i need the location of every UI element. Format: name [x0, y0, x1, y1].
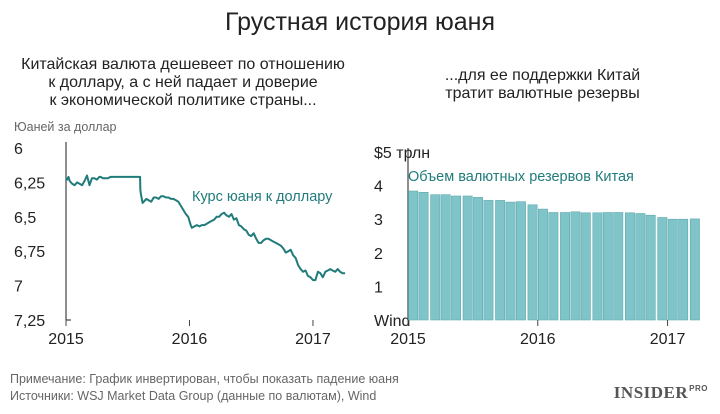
left-y-tick-label: 6,5 — [14, 210, 36, 227]
footnote-sources: Источники: WSJ Market Data Group (данные… — [10, 389, 377, 403]
reserves-bar — [462, 195, 473, 321]
reserves-bar — [430, 194, 441, 321]
reserves-bar — [624, 212, 635, 321]
reserves-bar — [602, 212, 613, 321]
reserves-bar — [667, 218, 678, 321]
left-y-tick-label: 7 — [14, 279, 23, 296]
reserves-bar — [538, 208, 548, 321]
reserves-bar — [657, 217, 668, 321]
page-title: Грустная история юаня — [224, 8, 495, 36]
reserves-bar — [473, 197, 484, 321]
reserves-series-label: Объем валютных резервов Китая — [408, 169, 634, 185]
right-y-tick-label: 4 — [374, 179, 383, 196]
reserves-bar — [505, 201, 516, 321]
left-x-tick-label: 2017 — [295, 331, 331, 348]
right-x-tick-label: 2015 — [390, 331, 426, 348]
reserves-bar — [592, 212, 603, 321]
reserves-bar — [570, 211, 581, 321]
reserves-bar — [495, 200, 506, 321]
left-y-tick-label: 6 — [14, 141, 23, 158]
reserves-bar — [483, 200, 494, 321]
reserves-bar — [560, 212, 570, 321]
right-subtitle-line: тратит валютные резервы — [445, 85, 640, 102]
right-x-tick-label: 2016 — [520, 331, 556, 348]
reserves-bar — [451, 195, 462, 321]
footnote-note: Примечание: График инвертирован, чтобы п… — [10, 372, 399, 386]
right-chart-subtitle: ...для ее поддержки Китай тратит валютны… — [370, 67, 715, 103]
right-y-tick-label: $5 трлн — [374, 145, 430, 162]
reserves-bar — [635, 213, 646, 321]
right-y-tick-label: 1 — [374, 279, 383, 296]
reserves-bar — [689, 218, 700, 321]
reserves-bar — [548, 212, 559, 321]
right-y-tick-label: 3 — [374, 212, 383, 229]
reserves-bar — [408, 190, 419, 321]
reserves-bar — [527, 204, 538, 321]
right-subtitle-line: ...для ее поддержки Китай — [444, 67, 641, 84]
reserves-bar — [678, 218, 689, 321]
reserves-bar — [580, 212, 591, 321]
left-subtitle-line: Китайская валюта дешевеет по отношению — [21, 56, 345, 73]
reserves-bar — [613, 212, 624, 321]
left-y-tick-label: 6,75 — [14, 244, 45, 261]
right-y-tick-label: 2 — [374, 246, 383, 263]
left-y-axis-title: Юаней за доллар — [14, 120, 117, 134]
insider-pro-logo: INSIDERPRO — [614, 383, 708, 403]
reserves-bar — [418, 191, 429, 321]
left-subtitle-line: к доллару, а с ней падает и доверие — [48, 74, 318, 91]
right-y-tick-label: Wind — [374, 313, 410, 330]
reserves-bar-chart: Wind 1 2 3 4 $5 трлн 2015 2016 2017 Объем валютны… — [374, 145, 700, 348]
left-y-tick-label: 6,25 — [14, 175, 45, 192]
logo-superscript: PRO — [689, 384, 708, 394]
exchange-rate-series-label: Курс юаня к доллару — [192, 189, 333, 205]
left-x-tick-label: 2015 — [48, 331, 84, 348]
reserves-bar — [440, 194, 451, 321]
left-chart-subtitle: Китайская валюта дешевеет по отношению к… — [0, 56, 366, 110]
right-x-tick-label: 2017 — [650, 331, 686, 348]
left-subtitle-line: к экономической политике страны... — [49, 92, 317, 109]
logo-text: INSIDER — [613, 383, 689, 402]
left-x-tick-label: 2016 — [172, 331, 208, 348]
reserves-bar — [645, 214, 656, 321]
left-y-tick-label: 7,25 — [14, 313, 45, 330]
exchange-rate-series-line — [65, 174, 346, 282]
reserves-bar — [516, 201, 526, 321]
